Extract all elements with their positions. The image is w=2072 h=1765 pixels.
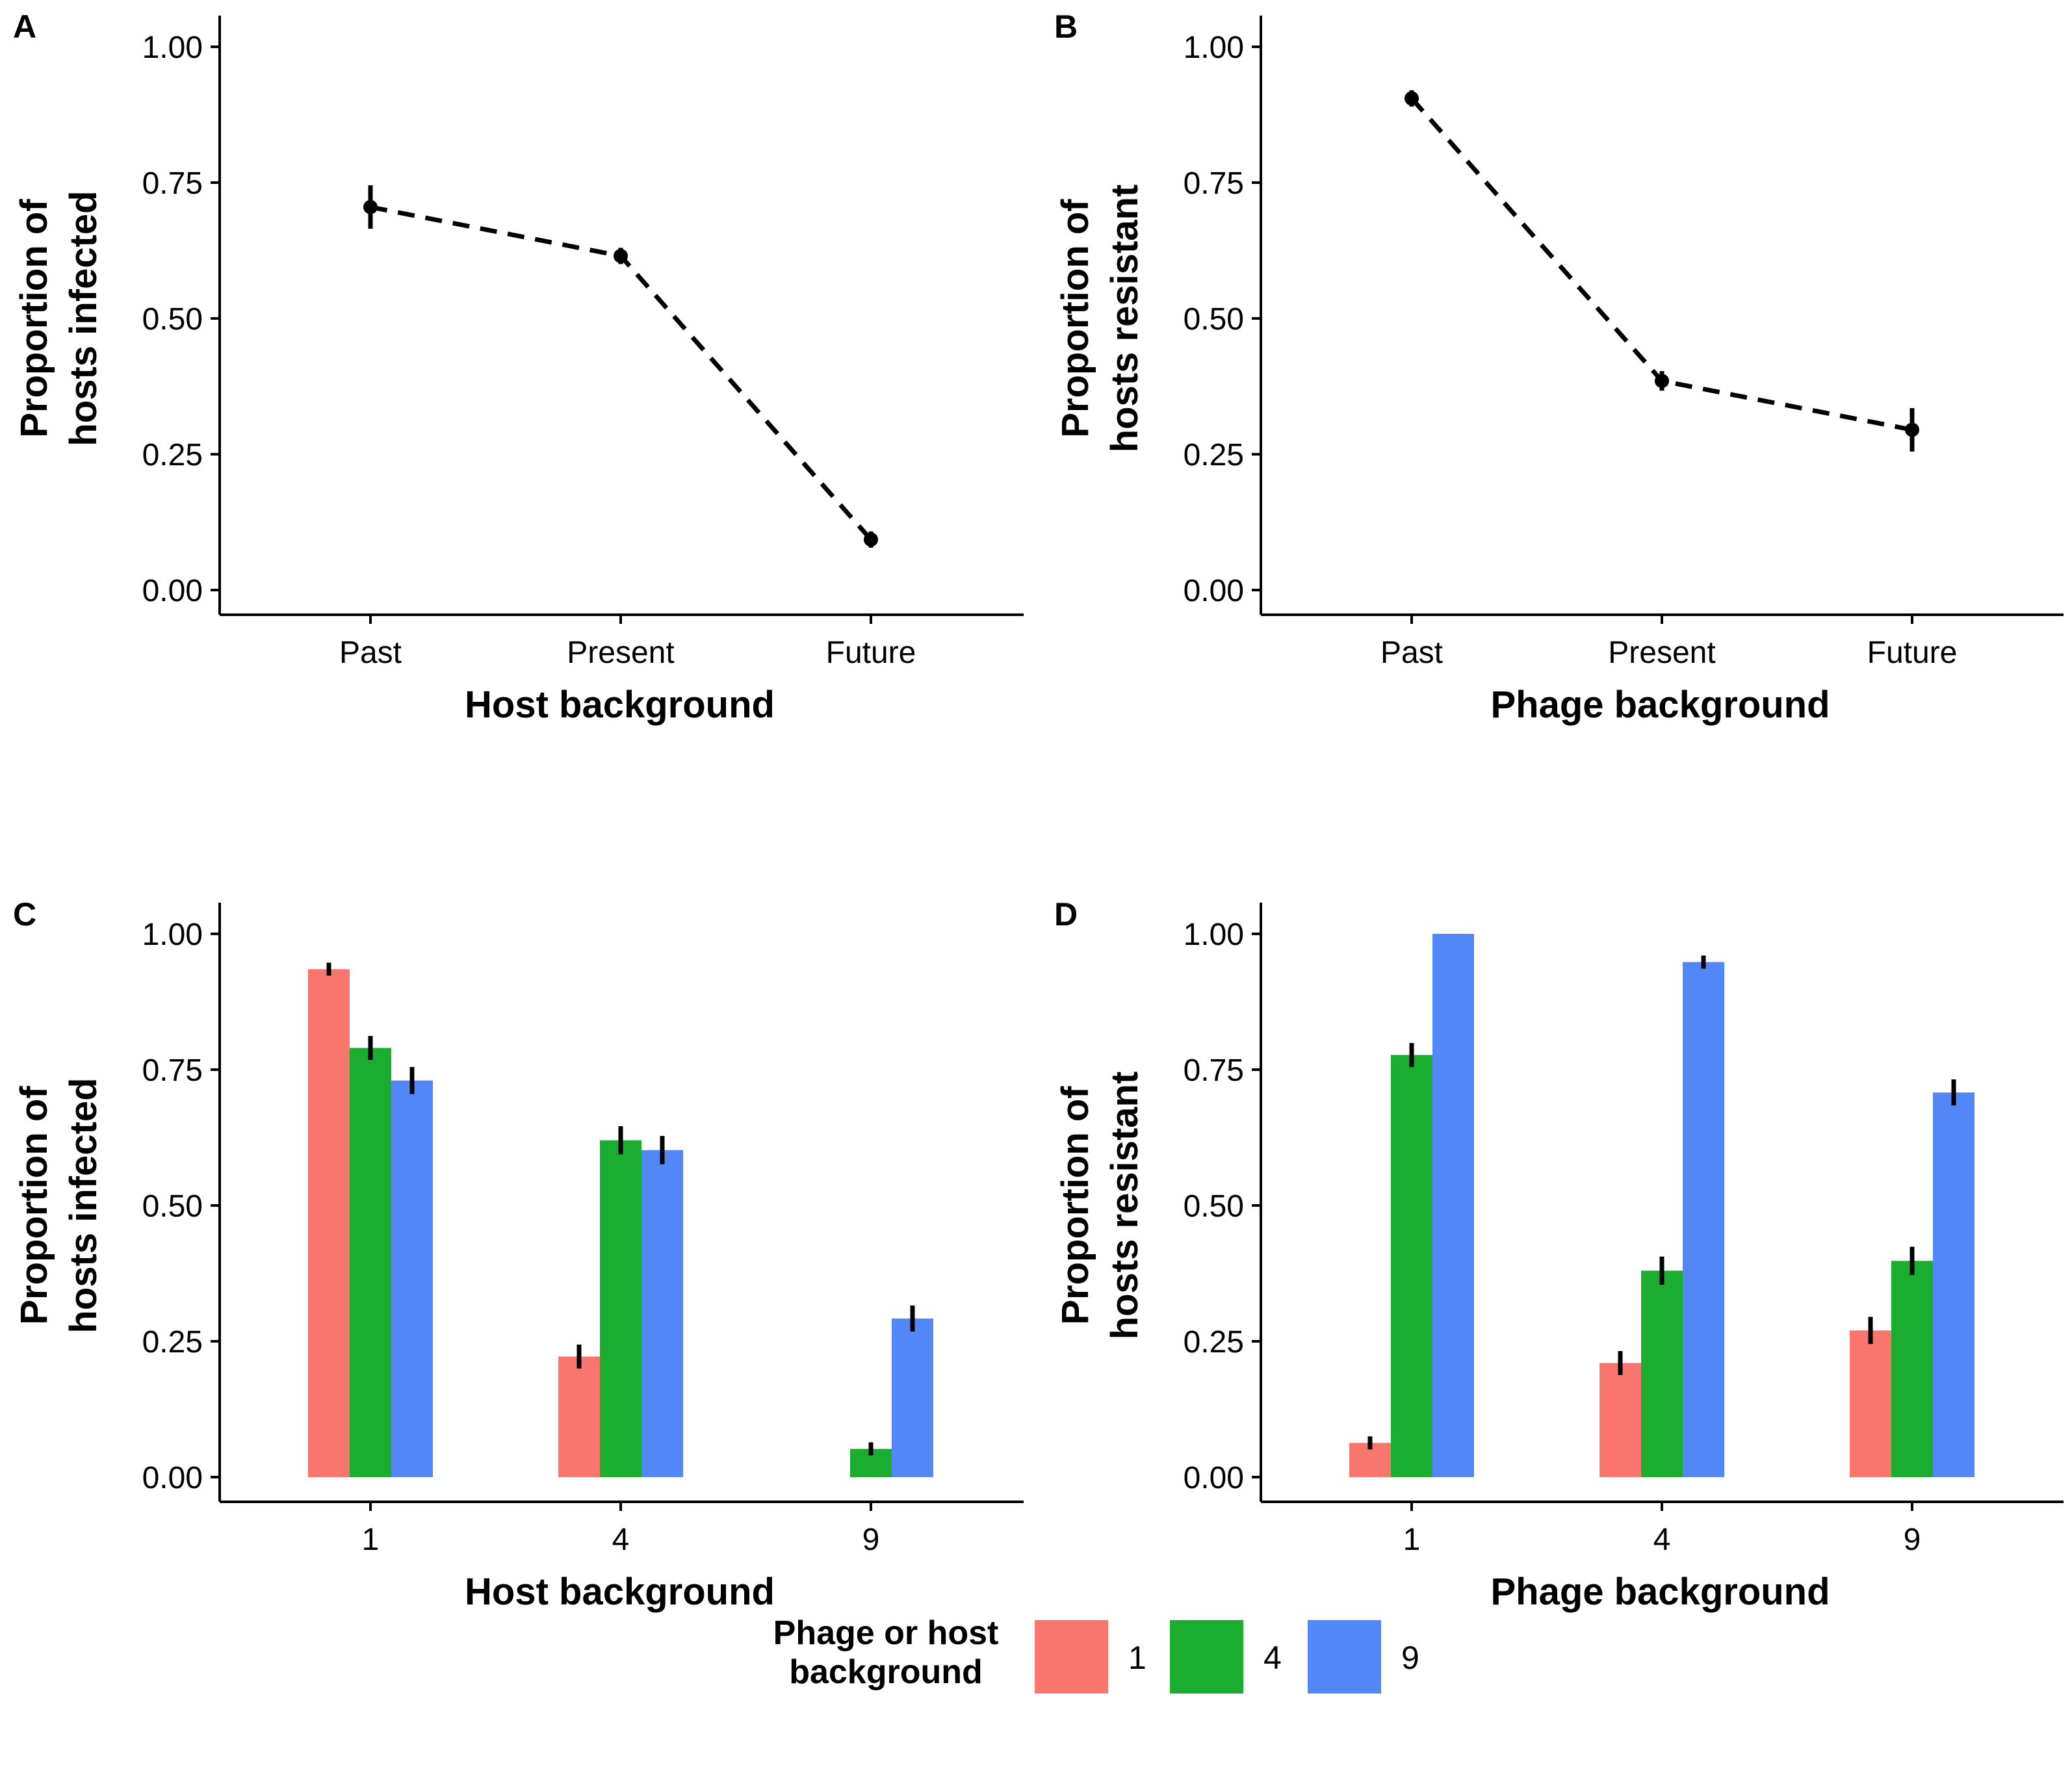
bar xyxy=(1599,1363,1641,1477)
data-point xyxy=(1905,422,1919,437)
y-axis-title-line1: Proportion of xyxy=(1054,1086,1096,1325)
x-tick-label: 1 xyxy=(1403,1523,1421,1557)
x-tick-label: Past xyxy=(339,636,402,670)
y-tick-label: 0.50 xyxy=(1184,302,1244,337)
bar xyxy=(1933,1092,1975,1477)
x-axis-title: Phage background xyxy=(1490,1571,1830,1613)
x-tick-label: Present xyxy=(1608,636,1715,670)
y-tick-label: 0.00 xyxy=(1184,574,1244,608)
data-point xyxy=(864,532,878,547)
bar xyxy=(1891,1261,1933,1477)
bar xyxy=(350,1048,391,1477)
bar xyxy=(391,1080,433,1477)
panel-letter: A xyxy=(13,8,36,45)
y-tick-label: 0.75 xyxy=(142,166,203,201)
panel-d: D 0.00 0.25 0.50 0.75 1.00 1 4 9 Phage background… xyxy=(1054,896,2064,1613)
y-tick-label: 0.50 xyxy=(1184,1189,1244,1224)
bar xyxy=(1391,1055,1432,1477)
y-tick-label: 0.25 xyxy=(1184,438,1244,472)
x-tick-label: 4 xyxy=(1653,1523,1671,1557)
x-tick-label: 4 xyxy=(612,1523,630,1557)
bar xyxy=(558,1356,600,1477)
legend-title-line2: background xyxy=(789,1653,983,1691)
y-tick-label: 1.00 xyxy=(142,918,203,952)
x-axis-title: Host background xyxy=(465,684,775,726)
bar xyxy=(1432,934,1474,1477)
legend-swatch xyxy=(1035,1620,1108,1694)
data-point xyxy=(1405,91,1419,106)
y-tick-label: 0.25 xyxy=(142,438,203,472)
x-tick-label: Future xyxy=(826,636,916,670)
x-tick-label: Future xyxy=(1867,636,1958,670)
data-point xyxy=(363,200,378,214)
y-tick-label: 1.00 xyxy=(1184,31,1244,65)
bar xyxy=(892,1318,933,1477)
y-axis-title-line1: Proportion of xyxy=(13,199,55,438)
y-axis-title-line1: Proportion of xyxy=(13,1086,55,1325)
y-tick-label: 0.75 xyxy=(142,1053,203,1088)
x-axis-title: Phage background xyxy=(1490,684,1830,726)
panel-c: C 0.00 0.25 0.50 0.75 1.00 1 4 9 Host background P… xyxy=(13,896,1024,1613)
legend-label: 9 xyxy=(1401,1640,1419,1676)
y-tick-label: 1.00 xyxy=(1184,918,1244,952)
y-axis-title-line2: hosts resistant xyxy=(1104,1072,1146,1340)
y-tick-label: 0.00 xyxy=(142,1461,203,1495)
y-axis-title-line1: Proportion of xyxy=(1054,199,1096,438)
y-axis-title-line2: hosts resistant xyxy=(1104,185,1146,453)
y-tick-label: 0.50 xyxy=(142,302,203,337)
x-tick-label: Present xyxy=(567,636,674,670)
y-tick-label: 0.75 xyxy=(1184,166,1244,201)
y-tick-label: 0.50 xyxy=(142,1189,203,1224)
data-point xyxy=(614,248,628,263)
panel-letter: B xyxy=(1054,8,1078,45)
legend-swatch xyxy=(1308,1620,1381,1694)
y-tick-label: 0.75 xyxy=(1184,1053,1244,1088)
bar xyxy=(641,1150,683,1477)
x-tick-label: 9 xyxy=(862,1523,880,1557)
bar xyxy=(1850,1330,1891,1477)
legend-swatch xyxy=(1170,1620,1243,1694)
x-tick-label: Past xyxy=(1380,636,1443,670)
y-tick-label: 0.00 xyxy=(142,574,203,608)
y-tick-label: 1.00 xyxy=(142,31,203,65)
legend-label: 1 xyxy=(1128,1640,1146,1676)
data-point xyxy=(1655,374,1669,389)
x-axis-title: Host background xyxy=(465,1571,775,1613)
panel-letter: C xyxy=(13,896,36,933)
bar xyxy=(1683,962,1724,1477)
bar xyxy=(600,1140,641,1477)
y-tick-label: 0.25 xyxy=(1184,1325,1244,1359)
panel-b: B 0.00 0.25 0.50 0.75 1.00 Past Present Future Ph… xyxy=(1054,8,2064,726)
x-tick-label: 1 xyxy=(362,1523,380,1557)
y-tick-label: 0.00 xyxy=(1184,1461,1244,1495)
legend-label: 4 xyxy=(1263,1640,1282,1676)
bar xyxy=(308,969,350,1477)
y-tick-label: 0.25 xyxy=(142,1325,203,1359)
y-axis-title-line2: hosts infected xyxy=(62,1077,105,1333)
panel-letter: D xyxy=(1054,896,1078,933)
x-tick-label: 9 xyxy=(1904,1523,1921,1557)
y-axis-title-line2: hosts infected xyxy=(62,190,105,446)
bar xyxy=(1641,1270,1683,1477)
legend-title-line1: Phage or host xyxy=(773,1614,999,1652)
panel-a: A 0.00 0.25 0.50 0.75 1.00 Past Present Future Ho… xyxy=(13,8,1024,726)
